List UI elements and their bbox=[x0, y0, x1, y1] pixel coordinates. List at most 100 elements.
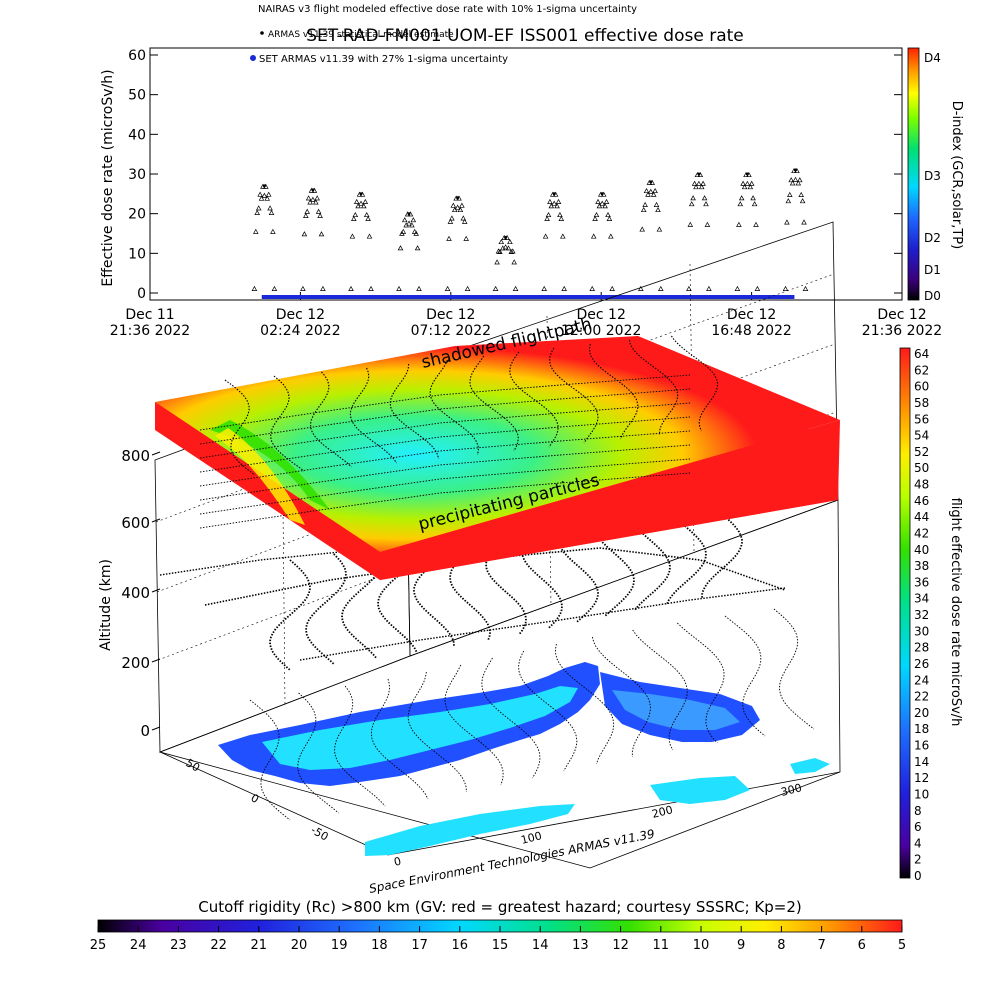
rc-sheet-front-edge bbox=[380, 420, 840, 580]
dose-colorbar-tick-label: 44 bbox=[914, 510, 929, 524]
rc-colorbar-tick-label: 18 bbox=[371, 938, 388, 953]
nairas-triangle-mark bbox=[639, 226, 645, 232]
nairas-triangle-mark bbox=[270, 228, 276, 234]
nairas-triangle-mark bbox=[358, 200, 364, 206]
globe-floor-edge bbox=[387, 771, 841, 856]
nairas-triangle-mark bbox=[497, 248, 503, 255]
nairas-triangle-mark bbox=[686, 285, 692, 291]
dose-colorbar-tick-label: 0 bbox=[914, 869, 922, 883]
top-y-tick-label: 30 bbox=[128, 167, 146, 183]
rc-colorbar-tick-label: 19 bbox=[331, 938, 348, 953]
nairas-triangle-mark bbox=[548, 203, 555, 209]
nairas-triangle-mark bbox=[748, 180, 755, 186]
globe-scene: shadowed flightpath precipitating partic… bbox=[98, 221, 841, 896]
nairas-triangle-mark bbox=[643, 187, 650, 194]
nairas-triangle-mark bbox=[608, 233, 614, 239]
nairas-triangle-mark bbox=[801, 219, 807, 225]
altitude-tick bbox=[151, 726, 161, 731]
nairas-triangle-mark bbox=[352, 211, 359, 218]
top-x-tick-label: 02:24 2022 bbox=[260, 323, 340, 339]
dose-colorbar-fill bbox=[899, 347, 911, 879]
dose-colorbar-ticks: 0246810121416182022242628303234363840424… bbox=[914, 347, 929, 883]
ground-track bbox=[249, 699, 291, 821]
rc-colorbar: Cutoff rigidity (Rc) >800 km (GV: red = … bbox=[90, 898, 906, 953]
nairas-triangle-mark bbox=[688, 201, 695, 207]
orbit-track bbox=[341, 547, 383, 659]
legend-entry-set-armas: SET ARMAS v11.39 with 27% 1-sigma uncert… bbox=[250, 54, 508, 65]
globe-floor bbox=[158, 499, 841, 869]
dindex-label-d0: D0 bbox=[924, 289, 941, 303]
nairas-peak-mark bbox=[504, 236, 508, 239]
legend-line-armas-model: ARMAS v11.39 statistical model estimate bbox=[268, 30, 454, 40]
nairas-triangle-mark bbox=[609, 285, 615, 291]
ground-track bbox=[370, 678, 429, 800]
nairas-triangle-mark bbox=[303, 212, 309, 218]
nairas-triangle-mark bbox=[648, 188, 654, 194]
nairas-triangle-mark bbox=[658, 285, 664, 291]
nairas-triangle-mark bbox=[401, 217, 408, 223]
nairas-triangle-mark bbox=[255, 205, 262, 211]
top-x-tick-label: 21:36 2022 bbox=[862, 323, 942, 339]
nairas-triangle-mark bbox=[690, 195, 696, 201]
nairas-triangle-mark bbox=[301, 231, 308, 237]
nairas-triangle-mark bbox=[267, 205, 273, 211]
top-x-tick-label: 21:36 2022 bbox=[110, 323, 190, 339]
top-x-tick-label: Dec 12 bbox=[727, 307, 776, 323]
dose-colorbar-tick-label: 20 bbox=[914, 706, 929, 720]
nairas-triangle-mark bbox=[454, 204, 461, 210]
nairas-triangle-mark bbox=[351, 215, 357, 221]
nairas-triangle-mark bbox=[701, 195, 708, 201]
orbit-track bbox=[521, 517, 563, 629]
orbit-track bbox=[204, 547, 786, 606]
dose-colorbar-tick-label: 48 bbox=[914, 478, 929, 492]
rc-colorbar-tick-label: 9 bbox=[737, 938, 745, 953]
nairas-peak-mark bbox=[407, 212, 411, 216]
rc-sheet-top bbox=[155, 336, 840, 552]
nairas-triangle-mark bbox=[463, 235, 469, 241]
top-x-tick-label: 12:00 2022 bbox=[561, 323, 641, 339]
lat-tick-label: 50 bbox=[184, 756, 203, 774]
nairas-triangle-mark bbox=[653, 201, 660, 207]
rc-colorbar-tick-label: 17 bbox=[411, 938, 428, 953]
sheet-track bbox=[199, 458, 691, 515]
dindex-label-d3: D3 bbox=[924, 169, 941, 183]
nairas-triangle-mark bbox=[589, 285, 595, 291]
sheet-track bbox=[199, 402, 691, 459]
nairas-triangle-mark bbox=[561, 285, 567, 291]
dose-colorbar-tick-label: 24 bbox=[914, 673, 929, 687]
globe-grid-line bbox=[157, 565, 409, 661]
rc-colorbar-tick-label: 6 bbox=[858, 938, 866, 953]
nairas-triangle-mark bbox=[747, 184, 754, 190]
nairas-triangle-mark bbox=[349, 233, 356, 239]
ground-track bbox=[407, 671, 467, 793]
orbit-track bbox=[159, 545, 401, 576]
nairas-triangle-mark bbox=[353, 198, 360, 204]
nairas-triangle-mark bbox=[740, 180, 746, 186]
dindex-label-d4: D4 bbox=[924, 51, 941, 65]
nairas-triangle-mark bbox=[320, 285, 326, 291]
top-plot-frame bbox=[149, 47, 903, 301]
nairas-peak-mark bbox=[649, 180, 653, 184]
nairas-triangle-mark bbox=[599, 200, 605, 206]
dose-colorbar-tick-label: 4 bbox=[914, 836, 922, 850]
map-landmass bbox=[790, 758, 830, 774]
nairas-triangle-mark bbox=[704, 221, 711, 227]
nairas-triangle-mark bbox=[459, 202, 465, 208]
nairas-triangle-mark bbox=[400, 228, 407, 234]
dose-colorbar-tick-label: 40 bbox=[914, 543, 929, 557]
nairas-triangle-mark bbox=[460, 215, 467, 221]
orbit-track bbox=[269, 559, 311, 671]
nairas-triangle-mark bbox=[592, 215, 598, 221]
orbit-track bbox=[665, 493, 707, 605]
nairas-triangle-mark bbox=[447, 218, 454, 224]
nairas-peak-mark bbox=[552, 192, 556, 196]
nairas-triangle-mark bbox=[495, 248, 502, 254]
nairas-triangle-mark bbox=[751, 201, 758, 207]
altitude-tick-label: 0 bbox=[140, 722, 150, 740]
top-x-tick-label: Dec 12 bbox=[577, 307, 626, 323]
rc-colorbar-tick-label: 25 bbox=[90, 938, 107, 953]
nairas-triangle-mark bbox=[687, 221, 694, 227]
lat-tick-label: 0 bbox=[249, 791, 262, 806]
nairas-triangle-mark bbox=[251, 285, 258, 291]
dose-colorbar-tick-label: 16 bbox=[914, 739, 929, 753]
